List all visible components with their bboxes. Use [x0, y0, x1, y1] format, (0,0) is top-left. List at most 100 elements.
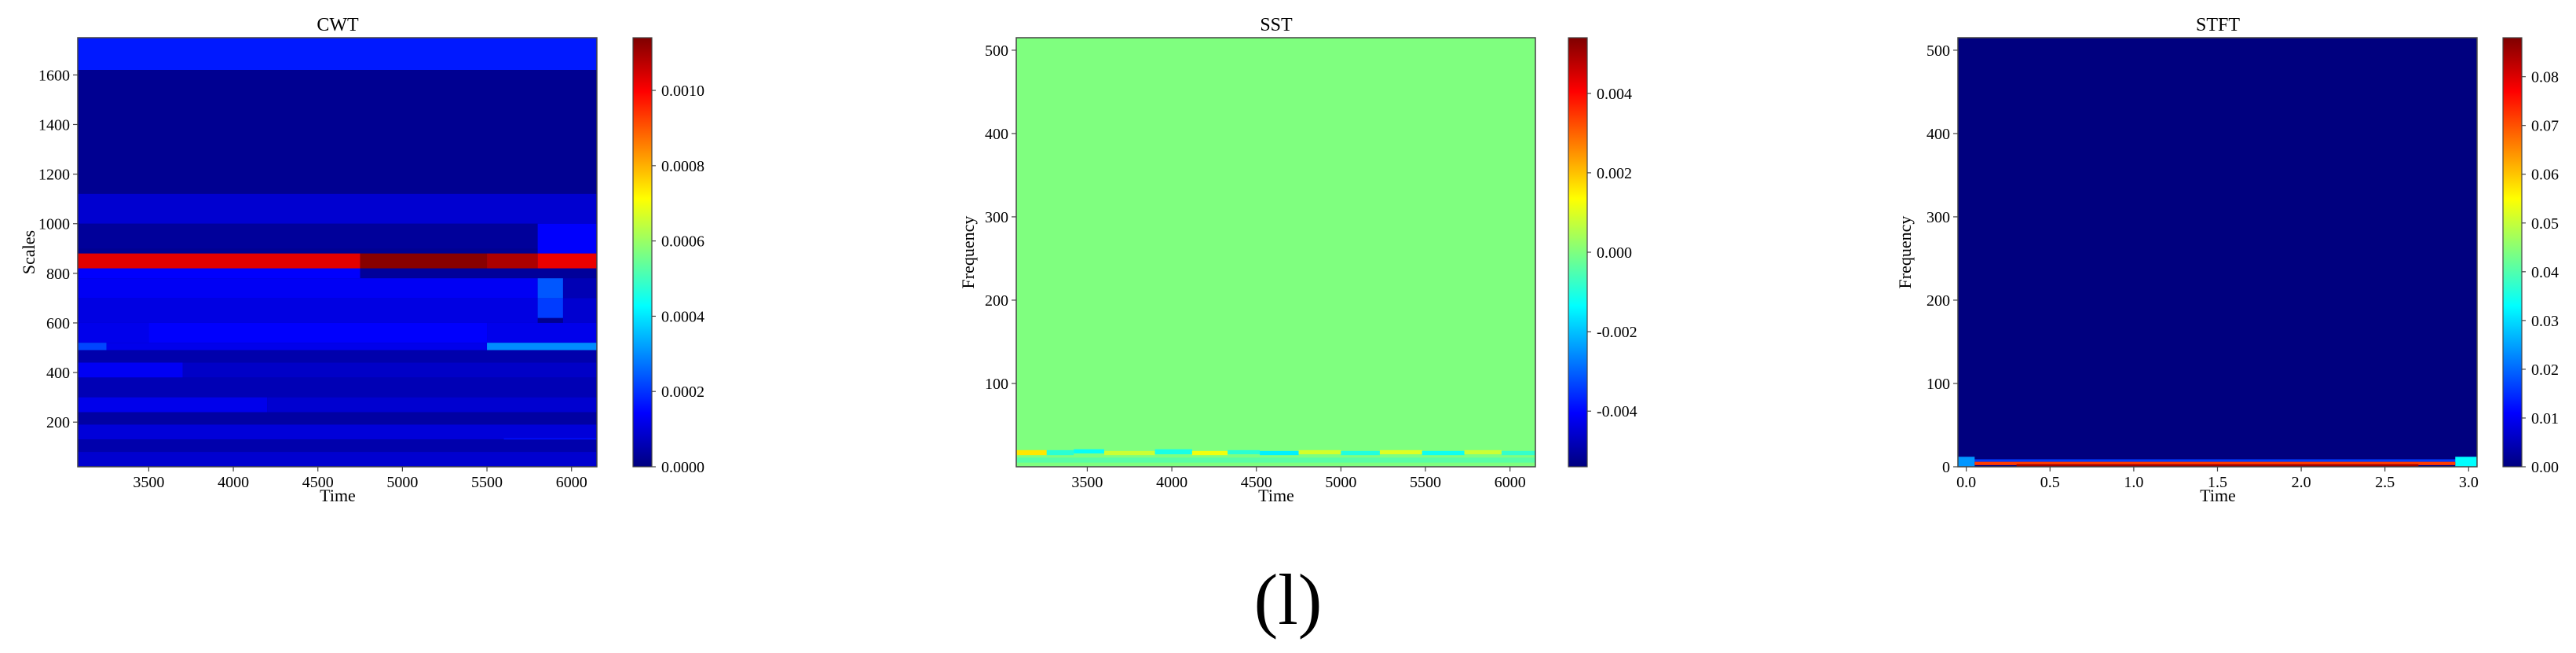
cwt-y-tick-label: 1000: [38, 216, 70, 233]
cwt-heatmap-cell: [78, 424, 597, 440]
sst-heatmap-cell: [1341, 450, 1380, 456]
stft-heatmap: [1958, 38, 2477, 467]
cwt-x-axis-label: Time: [320, 486, 356, 505]
cwt-heatmap-cell: [148, 322, 488, 343]
cwt-heatmap-cell: [78, 362, 183, 378]
cwt-colorbar-tick-label: 0.0002: [661, 383, 704, 401]
sst-y-axis-label: Frequency: [958, 216, 978, 289]
cwt-title: CWT: [317, 15, 359, 35]
cwt-panel: CWT 3500 4000 4500 5000 5500 6000 200 400 600 80…: [19, 15, 704, 505]
cwt-x-tick-label: 4500: [302, 474, 334, 491]
stft-colorbar-tick-label: 0.07: [2531, 118, 2559, 135]
stft-colorbar-tick-label: 0.08: [2531, 69, 2559, 86]
sst-y-tick-label: 400: [985, 126, 1008, 143]
cwt-y-tick-label: 600: [46, 315, 70, 332]
cwt-y-tick-label: 1400: [38, 116, 70, 134]
cwt-heatmap-cell: [487, 253, 538, 269]
sst-x-tick-label: 5500: [1410, 474, 1441, 491]
sst-heatmap-background: [1016, 38, 1535, 467]
sst-panel: SST 3500 4000 4500 5000 5500 6000 100 200 300 40…: [958, 15, 1637, 505]
cwt-y-tick-label: 400: [46, 365, 70, 382]
sst-y-tick-label: 200: [985, 292, 1008, 310]
cwt-y-tick-label: 1600: [38, 67, 70, 84]
cwt-heatmap-cell: [78, 452, 597, 467]
stft-colorbar-tick-label: 0.00: [2531, 459, 2559, 476]
cwt-heatmap-cell: [78, 439, 597, 453]
cwt-heatmap-cell: [78, 377, 597, 398]
stft-colorbar-gradient: [2502, 37, 2523, 468]
sst-x-axis-label: Time: [1258, 486, 1294, 505]
stft-colorbar-tick-label: 0.02: [2531, 361, 2559, 379]
sst-heatmap: [1016, 38, 1535, 467]
sst-heatmap-cell: [1046, 449, 1074, 456]
stft-x-tick-label: 3.0: [2459, 474, 2479, 491]
sst-heatmap-cell: [1074, 449, 1104, 454]
sst-x-ticks: 3500 4000 4500 5000 5500 6000: [1071, 467, 1526, 491]
sst-colorbar-gradient: [1568, 37, 1588, 468]
stft-x-axis-label: Time: [2200, 486, 2236, 505]
stft-x-tick-label: 0.5: [2040, 474, 2060, 491]
cwt-heatmap-cell: [78, 70, 597, 194]
stft-heatmap-cell: [1958, 459, 2477, 462]
cwt-colorbar-tick-label: 0.0000: [661, 459, 704, 476]
sst-y-ticks: 100 200 300 400 500: [985, 42, 1016, 393]
stft-y-tick-label: 100: [1927, 376, 1950, 393]
stft-heatmap-cell: [1974, 461, 2456, 465]
stft-colorbar-tick-label: 0.06: [2531, 167, 2559, 184]
sst-heatmap-cell: [1016, 457, 1535, 463]
sst-colorbar-tick-label: 0.002: [1597, 165, 1632, 182]
stft-y-tick-label: 500: [1927, 42, 1950, 60]
sst-heatmap-cell: [1016, 449, 1047, 456]
stft-x-tick-label: 0.0: [1956, 474, 1976, 491]
cwt-heatmap-cell: [562, 298, 597, 323]
sst-axes-frame: [1015, 37, 1536, 468]
sst-y-tick-label: 300: [985, 209, 1008, 226]
cwt-x-tick-label: 6000: [556, 474, 587, 491]
cwt-x-tick-label: 5500: [471, 474, 503, 491]
cwt-colorbar-tick-label: 0.0006: [661, 233, 704, 251]
cwt-heatmap-cell: [78, 223, 597, 249]
stft-heatmap-cell: [2016, 464, 2419, 467]
cwt-heatmap-cell: [487, 343, 597, 350]
sst-heatmap-cell: [1103, 450, 1155, 456]
cwt-x-tick-label: 5000: [386, 474, 418, 491]
stft-title: STFT: [2196, 15, 2240, 35]
stft-y-tick-label: 200: [1927, 292, 1950, 310]
cwt-heatmap-cell: [78, 397, 268, 413]
sst-heatmap-cell: [1501, 450, 1535, 456]
cwt-heatmap-cell: [78, 322, 149, 343]
cwt-heatmap-cell: [537, 278, 563, 299]
sst-heatmap-cell: [1422, 450, 1465, 456]
cwt-heatmap-cell: [78, 298, 538, 323]
sst-heatmap-cell: [1191, 450, 1228, 456]
figure-caption: (l): [1253, 559, 1323, 640]
cwt-y-ticks: 200 400 600 800 1000 1200 1400 1600: [38, 67, 78, 431]
cwt-heatmap-cell: [78, 253, 360, 269]
cwt-heatmap-cell: [78, 343, 107, 350]
sst-x-tick-label: 4000: [1156, 474, 1187, 491]
sst-heatmap-cell: [1298, 449, 1341, 455]
stft-y-axis-label: Frequency: [1895, 216, 1915, 289]
stft-colorbar-tick-label: 0.05: [2531, 215, 2559, 233]
stft-heatmap-background: [1958, 38, 2477, 467]
cwt-heatmap: [78, 38, 598, 467]
cwt-heatmap-cell: [78, 268, 360, 279]
stft-colorbar-tick-label: 0.04: [2531, 264, 2559, 281]
cwt-colorbar-tick-label: 0.0008: [661, 158, 704, 175]
stft-y-tick-label: 300: [1927, 209, 1950, 226]
stft-x-tick-label: 1.5: [2208, 474, 2227, 491]
stft-colorbar: 0.00 0.01 0.02 0.03 0.04 0.05 0.06 0.07 0.08: [2502, 37, 2559, 476]
cwt-heatmap-cell: [78, 412, 597, 425]
sst-x-tick-label: 5000: [1325, 474, 1356, 491]
sst-colorbar-tick-label: 0.004: [1597, 86, 1632, 103]
sst-x-tick-label: 4500: [1241, 474, 1272, 491]
stft-x-tick-label: 1.0: [2124, 474, 2143, 491]
stft-x-ticks: 0.0 0.5 1.0 1.5 2.0 2.5 3.0: [1956, 467, 2479, 491]
cwt-heatmap-cell: [537, 253, 597, 269]
sst-title: SST: [1260, 15, 1293, 35]
cwt-colorbar: 0.0000 0.0002 0.0004 0.0006 0.0008 0.0010: [632, 37, 704, 476]
cwt-heatmap-cell: [537, 298, 563, 318]
sst-heatmap-cell: [1154, 449, 1192, 455]
sst-colorbar-tick-label: -0.004: [1597, 403, 1637, 420]
